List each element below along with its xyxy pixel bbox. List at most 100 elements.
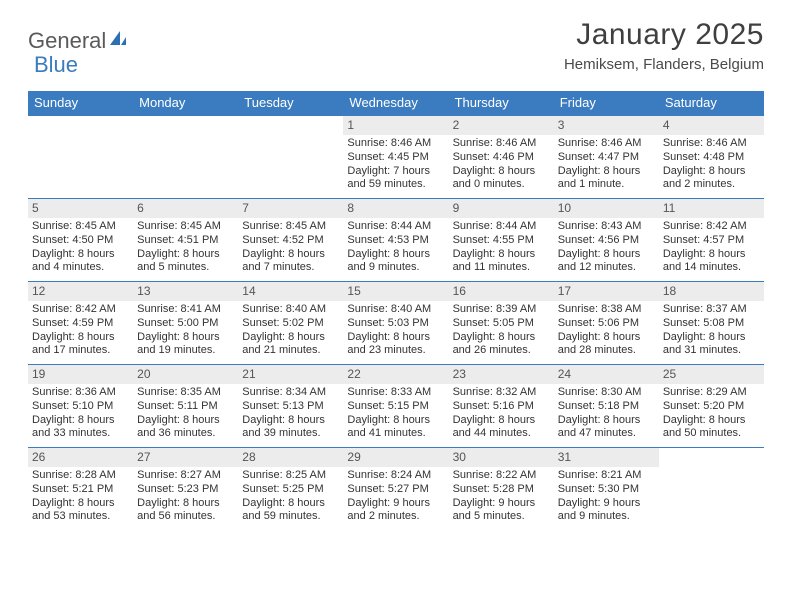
sunrise-line: Sunrise: 8:36 AM [32, 386, 129, 400]
day-number: 1 [343, 116, 448, 135]
calendar-day-cell: 5Sunrise: 8:45 AMSunset: 4:50 PMDaylight… [28, 199, 133, 281]
calendar-day-cell: 14Sunrise: 8:40 AMSunset: 5:02 PMDayligh… [238, 282, 343, 364]
title-block: January 2025 Hemiksem, Flanders, Belgium [564, 18, 764, 73]
daylight-line-1: Daylight: 8 hours [453, 414, 550, 428]
day-of-week-label: Wednesday [343, 91, 448, 115]
day-number: 18 [659, 282, 764, 301]
sunrise-line: Sunrise: 8:22 AM [453, 469, 550, 483]
calendar-day-cell: 1Sunrise: 8:46 AMSunset: 4:45 PMDaylight… [343, 116, 448, 198]
sunset-line: Sunset: 5:18 PM [558, 400, 655, 414]
day-number: 15 [343, 282, 448, 301]
day-of-week-label: Monday [133, 91, 238, 115]
day-number: 10 [554, 199, 659, 218]
calendar-day-cell: 29Sunrise: 8:24 AMSunset: 5:27 PMDayligh… [343, 448, 448, 530]
day-number: 28 [238, 448, 343, 467]
calendar-day-cell: 11Sunrise: 8:42 AMSunset: 4:57 PMDayligh… [659, 199, 764, 281]
sunset-line: Sunset: 5:15 PM [347, 400, 444, 414]
calendar-day-cell: 31Sunrise: 8:21 AMSunset: 5:30 PMDayligh… [554, 448, 659, 530]
logo-text-general: General [28, 28, 106, 54]
sunrise-line: Sunrise: 8:46 AM [558, 137, 655, 151]
calendar-day-cell: 22Sunrise: 8:33 AMSunset: 5:15 PMDayligh… [343, 365, 448, 447]
day-number: 26 [28, 448, 133, 467]
sunset-line: Sunset: 4:50 PM [32, 234, 129, 248]
day-number: 7 [238, 199, 343, 218]
daylight-line-1: Daylight: 8 hours [663, 331, 760, 345]
day-of-week-label: Friday [554, 91, 659, 115]
daylight-line-2: and 59 minutes. [347, 178, 444, 192]
day-number: 5 [28, 199, 133, 218]
sunrise-line: Sunrise: 8:46 AM [453, 137, 550, 151]
sunrise-line: Sunrise: 8:44 AM [453, 220, 550, 234]
sunrise-line: Sunrise: 8:42 AM [663, 220, 760, 234]
day-number: 9 [449, 199, 554, 218]
sunset-line: Sunset: 4:48 PM [663, 151, 760, 165]
calendar-location: Hemiksem, Flanders, Belgium [564, 56, 764, 73]
sunset-line: Sunset: 5:00 PM [137, 317, 234, 331]
daylight-line-1: Daylight: 8 hours [663, 248, 760, 262]
daylight-line-2: and 23 minutes. [347, 344, 444, 358]
day-number: 6 [133, 199, 238, 218]
day-number: 25 [659, 365, 764, 384]
daylight-line-1: Daylight: 8 hours [453, 331, 550, 345]
sunrise-line: Sunrise: 8:40 AM [242, 303, 339, 317]
calendar-day-cell [133, 116, 238, 198]
daylight-line-1: Daylight: 8 hours [137, 497, 234, 511]
calendar-day-cell: 15Sunrise: 8:40 AMSunset: 5:03 PMDayligh… [343, 282, 448, 364]
calendar-week-row: 26Sunrise: 8:28 AMSunset: 5:21 PMDayligh… [28, 447, 764, 530]
calendar-week-row: 5 Sunrise: 8:45 AMSunset: 4:50 PM Daylight… [28, 198, 764, 281]
daylight-line-1: Daylight: 8 hours [558, 331, 655, 345]
day-number: 8 [343, 199, 448, 218]
daylight-line-2: and 31 minutes. [663, 344, 760, 358]
daylight-line-1: Daylight: 8 hours [32, 497, 129, 511]
calendar-day-cell: 16Sunrise: 8:39 AMSunset: 5:05 PMDayligh… [449, 282, 554, 364]
calendar-day-cell: 25Sunrise: 8:29 AMSunset: 5:20 PMDayligh… [659, 365, 764, 447]
logo-sail-icon [108, 29, 128, 54]
sunset-line: Sunset: 5:16 PM [453, 400, 550, 414]
page-header: General January 2025 Hemiksem, Flanders,… [0, 0, 792, 77]
daylight-line-2: and 4 minutes. [32, 261, 129, 275]
calendar-day-cell: 10Sunrise: 8:43 AMSunset: 4:56 PMDayligh… [554, 199, 659, 281]
sunrise-line: Sunrise: 8:45 AM [32, 220, 129, 234]
calendar-week-row: 12Sunrise: 8:42 AMSunset: 4:59 PMDayligh… [28, 281, 764, 364]
daylight-line-1: Daylight: 8 hours [137, 414, 234, 428]
sunset-line: Sunset: 5:30 PM [558, 483, 655, 497]
calendar-body: 1Sunrise: 8:46 AMSunset: 4:45 PMDaylight… [28, 115, 764, 530]
sunrise-line: Sunrise: 8:40 AM [347, 303, 444, 317]
daylight-line-2: and 21 minutes. [242, 344, 339, 358]
daylight-line-1: Daylight: 8 hours [558, 414, 655, 428]
day-number: 24 [554, 365, 659, 384]
calendar-day-cell: 3Sunrise: 8:46 AMSunset: 4:47 PMDaylight… [554, 116, 659, 198]
day-of-week-header: SundayMondayTuesdayWednesdayThursdayFrid… [28, 91, 764, 115]
daylight-line-1: Daylight: 9 hours [453, 497, 550, 511]
calendar-day-cell: 28Sunrise: 8:25 AMSunset: 5:25 PMDayligh… [238, 448, 343, 530]
daylight-line-2: and 11 minutes. [453, 261, 550, 275]
sunset-line: Sunset: 5:02 PM [242, 317, 339, 331]
daylight-line-2: and 12 minutes. [558, 261, 655, 275]
daylight-line-2: and 47 minutes. [558, 427, 655, 441]
daylight-line-1: Daylight: 8 hours [32, 414, 129, 428]
sunset-line: Sunset: 4:59 PM [32, 317, 129, 331]
daylight-line-1: Daylight: 8 hours [242, 497, 339, 511]
sunset-line: Sunset: 5:28 PM [453, 483, 550, 497]
sunrise-line: Sunrise: 8:42 AM [32, 303, 129, 317]
day-number: 20 [133, 365, 238, 384]
day-of-week-label: Thursday [449, 91, 554, 115]
day-number: 4 [659, 116, 764, 135]
day-number: 23 [449, 365, 554, 384]
day-number: 3 [554, 116, 659, 135]
daylight-line-2: and 59 minutes. [242, 510, 339, 524]
calendar-day-cell: 21Sunrise: 8:34 AMSunset: 5:13 PMDayligh… [238, 365, 343, 447]
calendar-month-title: January 2025 [564, 18, 764, 52]
daylight-line-1: Daylight: 8 hours [347, 331, 444, 345]
daylight-line-1: Daylight: 8 hours [663, 165, 760, 179]
calendar-day-cell: 18Sunrise: 8:37 AMSunset: 5:08 PMDayligh… [659, 282, 764, 364]
daylight-line-2: and 50 minutes. [663, 427, 760, 441]
sunrise-line: Sunrise: 8:41 AM [137, 303, 234, 317]
daylight-line-1: Daylight: 8 hours [558, 165, 655, 179]
calendar-day-cell: 12Sunrise: 8:42 AMSunset: 4:59 PMDayligh… [28, 282, 133, 364]
sunrise-line: Sunrise: 8:33 AM [347, 386, 444, 400]
daylight-line-2: and 26 minutes. [453, 344, 550, 358]
calendar-day-cell: 24Sunrise: 8:30 AMSunset: 5:18 PMDayligh… [554, 365, 659, 447]
daylight-line-2: and 53 minutes. [32, 510, 129, 524]
calendar-day-cell [28, 116, 133, 198]
